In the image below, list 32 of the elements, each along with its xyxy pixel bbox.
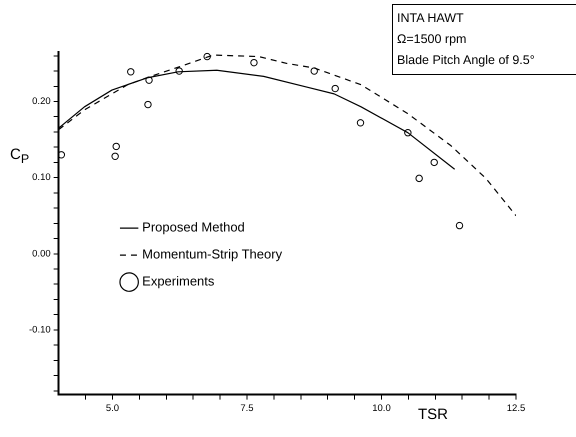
annotation: Blade Pitch Angle of 9.5° xyxy=(397,52,536,69)
point xyxy=(430,158,438,166)
x-tick-label: 10.0 xyxy=(372,402,391,414)
y-tick-label: 0.20 xyxy=(32,96,51,108)
x-axis-title: TSR xyxy=(418,406,448,423)
text: INTA HAWT xyxy=(397,10,465,27)
point xyxy=(144,100,152,108)
y-tick-label: 0.00 xyxy=(32,248,51,260)
point xyxy=(356,119,364,127)
point xyxy=(111,152,119,160)
point xyxy=(332,84,339,92)
point xyxy=(203,52,211,60)
text: Ω=1500 rpm xyxy=(397,31,468,48)
x-tick-label: 7.5 xyxy=(240,402,254,414)
point xyxy=(250,58,258,66)
x-tick-label: 12.5 xyxy=(506,402,526,414)
y-tick-label: 0.10 xyxy=(32,172,51,184)
point xyxy=(127,68,134,76)
point xyxy=(456,222,464,230)
y-tick-label: -0.10 xyxy=(28,324,51,336)
point xyxy=(310,67,318,75)
y-axis-title: C$_{P}$ xyxy=(10,146,30,166)
legend-label: Proposed Method xyxy=(142,220,245,235)
legend-label: Experiments xyxy=(142,274,215,289)
point xyxy=(175,67,183,75)
point xyxy=(145,76,153,84)
point xyxy=(112,142,120,150)
x-tick-label: 5.0 xyxy=(106,402,120,414)
legend-label: Momentum-Strip Theory xyxy=(142,246,283,262)
point xyxy=(58,151,66,158)
point xyxy=(404,129,412,136)
point xyxy=(415,174,423,182)
